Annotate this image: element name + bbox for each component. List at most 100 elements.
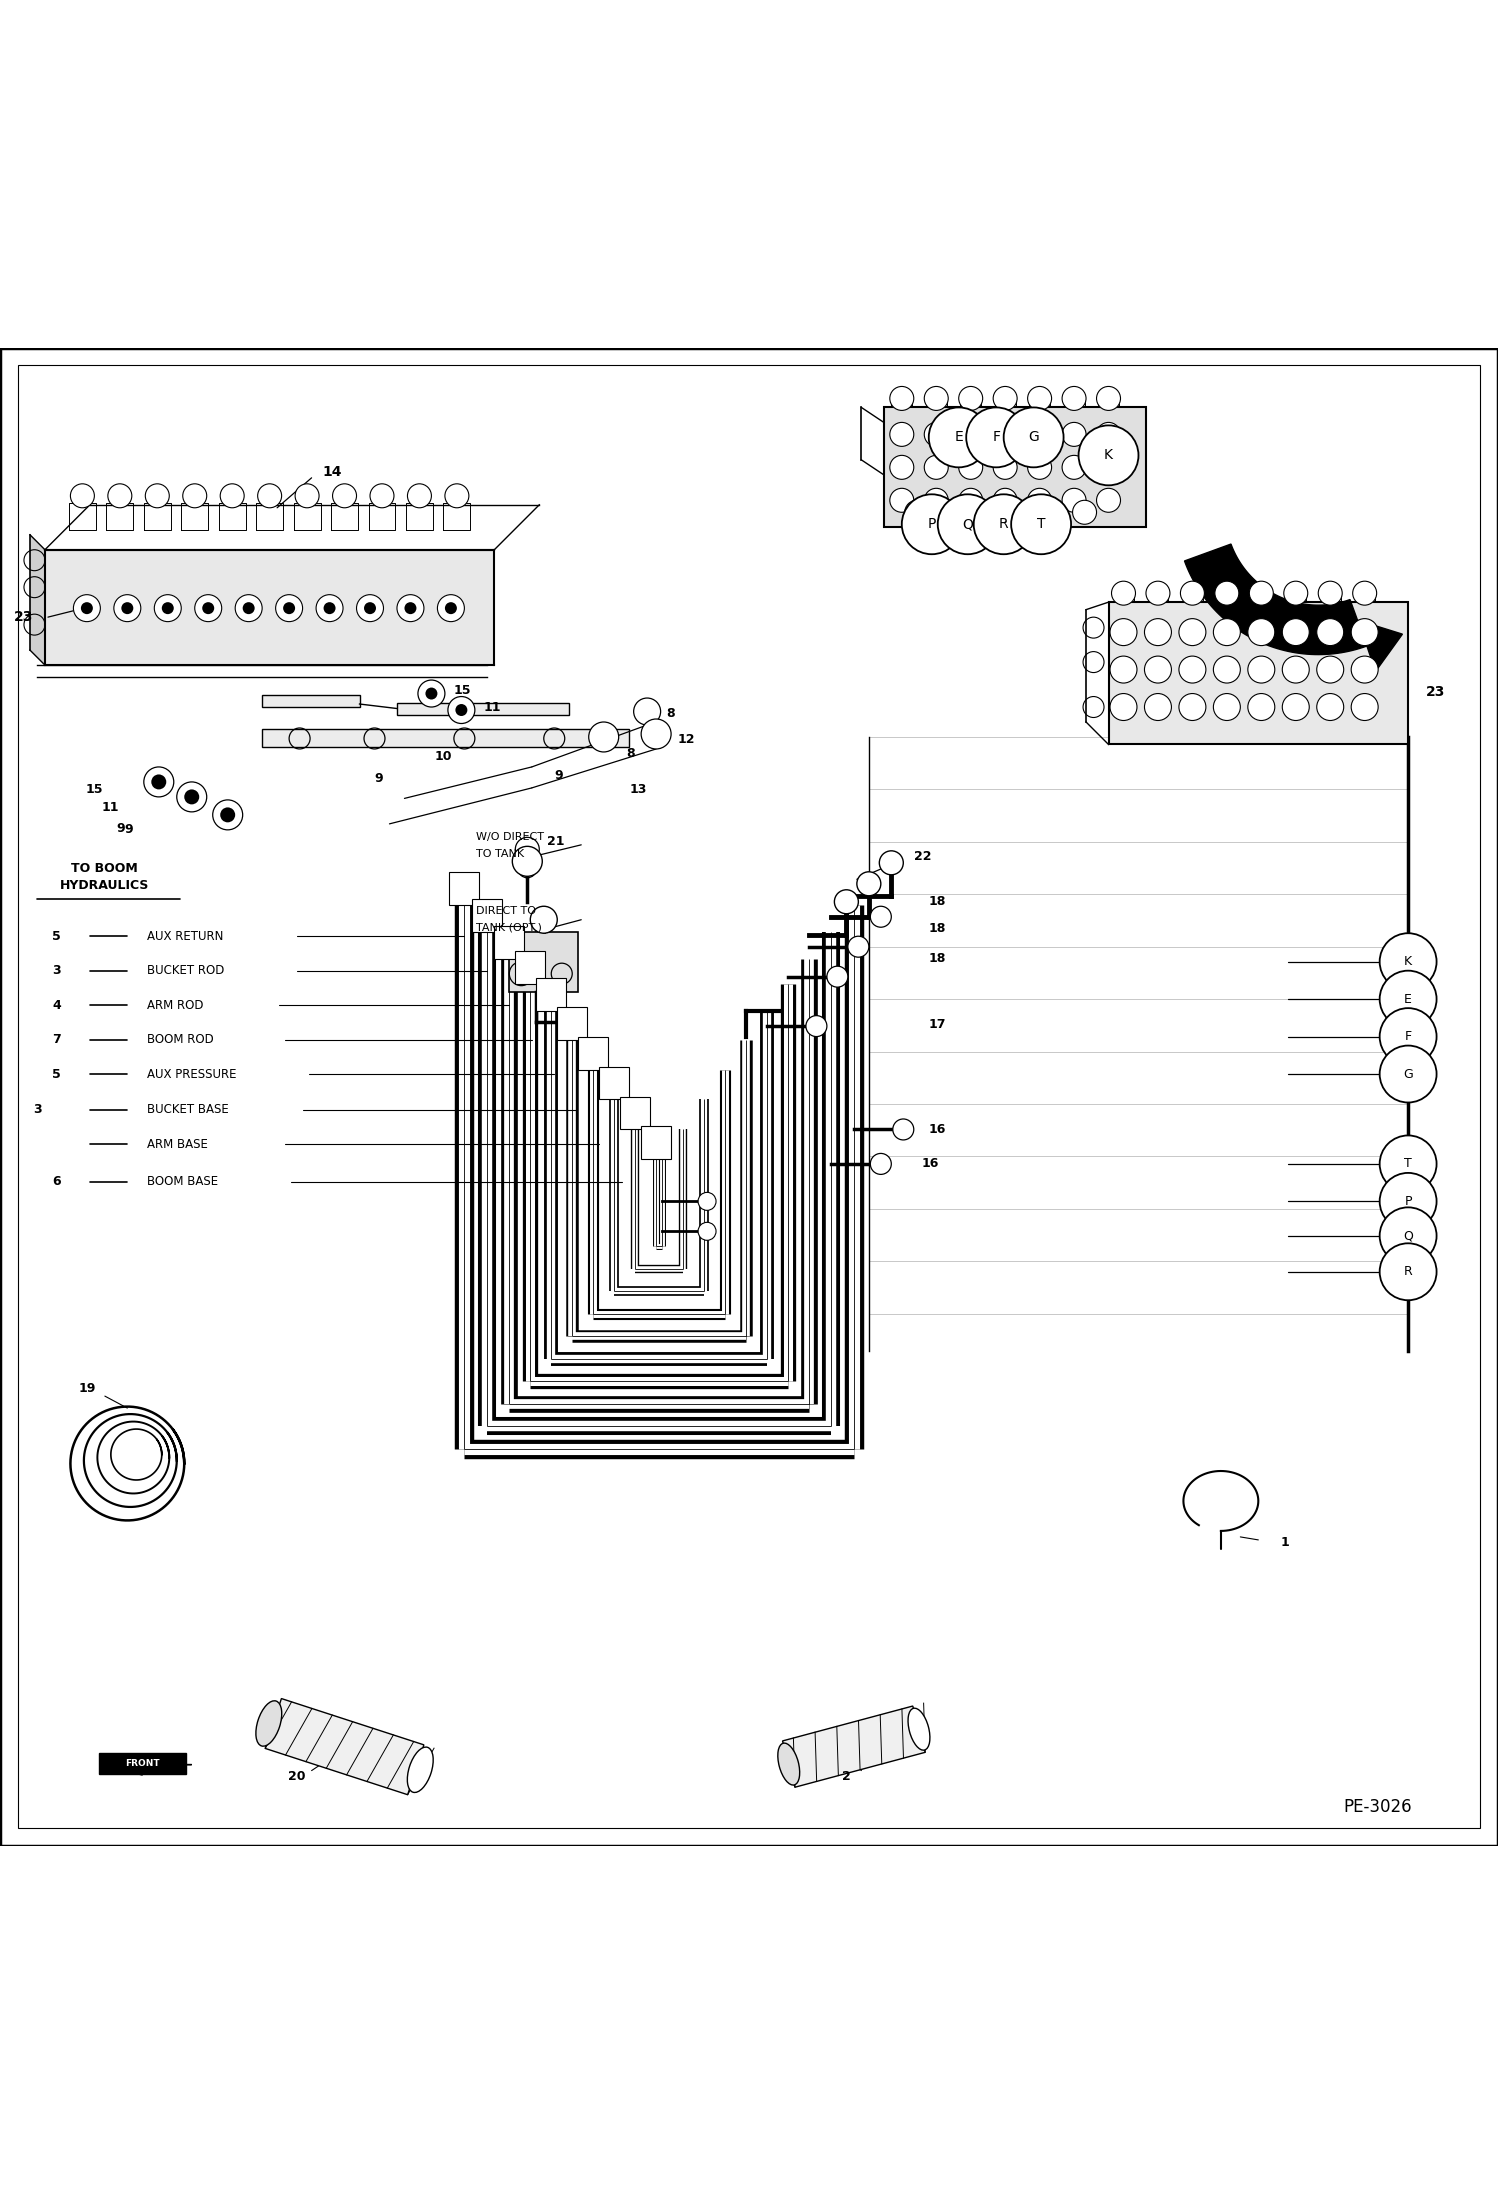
Circle shape	[1062, 489, 1086, 513]
Circle shape	[1317, 618, 1344, 645]
Circle shape	[1249, 581, 1273, 605]
Circle shape	[1146, 581, 1170, 605]
Circle shape	[357, 594, 383, 621]
Text: DIRECT TO: DIRECT TO	[476, 906, 536, 917]
Text: K: K	[1404, 956, 1413, 967]
Text: F: F	[992, 430, 1001, 445]
Circle shape	[1179, 656, 1206, 682]
Circle shape	[1282, 693, 1309, 721]
Circle shape	[1011, 493, 1071, 555]
Circle shape	[1353, 581, 1377, 605]
Text: BOOM ROD: BOOM ROD	[147, 1033, 214, 1046]
Text: P: P	[927, 518, 936, 531]
Text: BOOM BASE: BOOM BASE	[147, 1175, 217, 1189]
Circle shape	[890, 456, 914, 480]
Circle shape	[1380, 1009, 1437, 1066]
Circle shape	[698, 1222, 716, 1241]
Circle shape	[1004, 408, 1064, 467]
Text: 14: 14	[322, 465, 342, 478]
Text: 6: 6	[52, 1175, 61, 1189]
Text: K: K	[1104, 447, 1113, 463]
Text: ARM BASE: ARM BASE	[147, 1138, 208, 1151]
Circle shape	[295, 485, 319, 509]
Text: E: E	[1404, 993, 1413, 1007]
Circle shape	[1248, 656, 1275, 682]
Circle shape	[397, 594, 424, 621]
Circle shape	[1062, 456, 1086, 480]
Circle shape	[195, 594, 222, 621]
Text: G: G	[1028, 430, 1040, 445]
Ellipse shape	[908, 1708, 930, 1750]
Polygon shape	[1359, 621, 1402, 671]
Circle shape	[404, 603, 416, 614]
Text: E: E	[954, 430, 963, 445]
Circle shape	[947, 500, 971, 524]
Polygon shape	[45, 550, 494, 664]
Circle shape	[589, 721, 619, 752]
Circle shape	[1248, 693, 1275, 721]
Text: HYDRAULICS: HYDRAULICS	[60, 879, 150, 893]
Circle shape	[108, 485, 132, 509]
Circle shape	[220, 485, 244, 509]
Circle shape	[1073, 500, 1097, 524]
Text: 1: 1	[1281, 1537, 1290, 1550]
Circle shape	[512, 846, 542, 877]
Text: 8: 8	[626, 748, 635, 761]
Circle shape	[1144, 656, 1171, 682]
Text: 8: 8	[667, 706, 676, 719]
Polygon shape	[1185, 544, 1366, 654]
Text: 18: 18	[929, 923, 947, 934]
Text: T: T	[1037, 518, 1046, 531]
Circle shape	[698, 1193, 716, 1211]
Text: 21: 21	[547, 836, 565, 849]
Bar	[1109, 603, 1408, 743]
Circle shape	[445, 485, 469, 509]
Polygon shape	[30, 535, 45, 664]
Text: 16: 16	[929, 1123, 947, 1136]
Ellipse shape	[407, 1748, 433, 1792]
Circle shape	[258, 485, 282, 509]
Circle shape	[1351, 656, 1378, 682]
Circle shape	[1351, 693, 1378, 721]
Text: 2: 2	[842, 1770, 851, 1783]
Circle shape	[418, 680, 445, 706]
Text: 5: 5	[52, 930, 61, 943]
Circle shape	[1351, 618, 1378, 645]
Text: T: T	[1404, 1158, 1413, 1171]
Circle shape	[276, 594, 303, 621]
Polygon shape	[262, 695, 360, 706]
Circle shape	[1179, 693, 1206, 721]
Circle shape	[890, 386, 914, 410]
Circle shape	[220, 807, 235, 822]
Text: 5: 5	[52, 1068, 61, 1081]
Circle shape	[1284, 581, 1308, 605]
Text: ARM ROD: ARM ROD	[147, 998, 204, 1011]
Circle shape	[966, 408, 1026, 467]
Polygon shape	[262, 730, 629, 748]
Text: FRONT: FRONT	[124, 1759, 160, 1768]
Circle shape	[243, 603, 255, 614]
Circle shape	[974, 493, 1034, 555]
Circle shape	[890, 423, 914, 447]
Text: 17: 17	[929, 1018, 947, 1031]
Circle shape	[893, 1118, 914, 1140]
Circle shape	[202, 603, 214, 614]
Text: TANK (OPT.): TANK (OPT.)	[476, 923, 542, 932]
Circle shape	[1110, 693, 1137, 721]
Circle shape	[993, 386, 1017, 410]
Circle shape	[870, 1154, 891, 1175]
Circle shape	[959, 456, 983, 480]
Text: 12: 12	[677, 732, 695, 746]
Text: BUCKET ROD: BUCKET ROD	[147, 965, 225, 978]
Circle shape	[924, 489, 948, 513]
Circle shape	[1380, 1173, 1437, 1230]
Circle shape	[1079, 425, 1138, 485]
Circle shape	[154, 594, 181, 621]
Circle shape	[1248, 618, 1275, 645]
Circle shape	[425, 689, 437, 700]
Text: 13: 13	[629, 783, 647, 796]
Text: P: P	[1404, 1195, 1413, 1208]
Circle shape	[151, 774, 166, 789]
Circle shape	[827, 967, 848, 987]
Text: 16: 16	[921, 1158, 939, 1171]
